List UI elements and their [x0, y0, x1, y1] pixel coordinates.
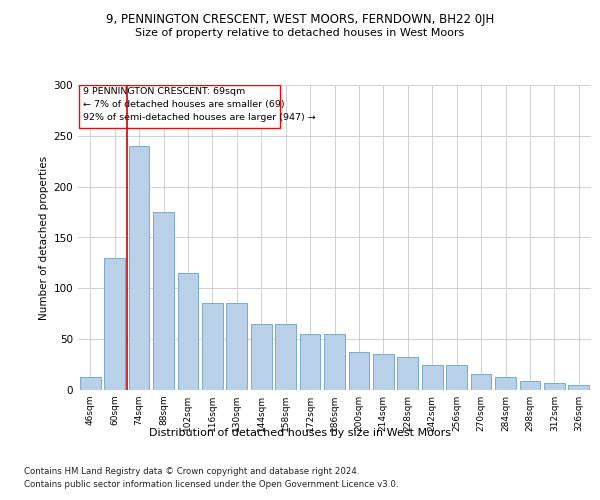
Bar	[520, 381, 541, 390]
Text: 9 PENNINGTON CRESCENT: 69sqm
← 7% of detached houses are smaller (69)
92% of sem: 9 PENNINGTON CRESCENT: 69sqm ← 7% of det…	[83, 87, 316, 122]
Bar	[128, 146, 149, 390]
Y-axis label: Number of detached properties: Number of detached properties	[39, 156, 49, 320]
Bar	[153, 212, 174, 390]
Bar	[568, 385, 589, 390]
Bar	[79, 85, 280, 128]
Bar	[202, 302, 223, 390]
Text: Contains HM Land Registry data © Crown copyright and database right 2024.: Contains HM Land Registry data © Crown c…	[24, 468, 359, 476]
Bar	[226, 302, 247, 390]
Bar	[275, 324, 296, 390]
Bar	[397, 358, 418, 390]
Bar	[104, 258, 125, 390]
Text: Contains public sector information licensed under the Open Government Licence v3: Contains public sector information licen…	[24, 480, 398, 489]
Text: 9, PENNINGTON CRESCENT, WEST MOORS, FERNDOWN, BH22 0JH: 9, PENNINGTON CRESCENT, WEST MOORS, FERN…	[106, 12, 494, 26]
Bar	[178, 273, 199, 390]
Bar	[299, 334, 320, 390]
Text: Size of property relative to detached houses in West Moors: Size of property relative to detached ho…	[136, 28, 464, 38]
Bar	[544, 383, 565, 390]
Bar	[470, 374, 491, 390]
Bar	[324, 334, 345, 390]
Bar	[349, 352, 370, 390]
Bar	[422, 364, 443, 390]
Bar	[446, 364, 467, 390]
Bar	[495, 377, 516, 390]
Bar	[251, 324, 272, 390]
Bar	[373, 354, 394, 390]
Text: Distribution of detached houses by size in West Moors: Distribution of detached houses by size …	[149, 428, 451, 438]
Bar	[80, 377, 101, 390]
